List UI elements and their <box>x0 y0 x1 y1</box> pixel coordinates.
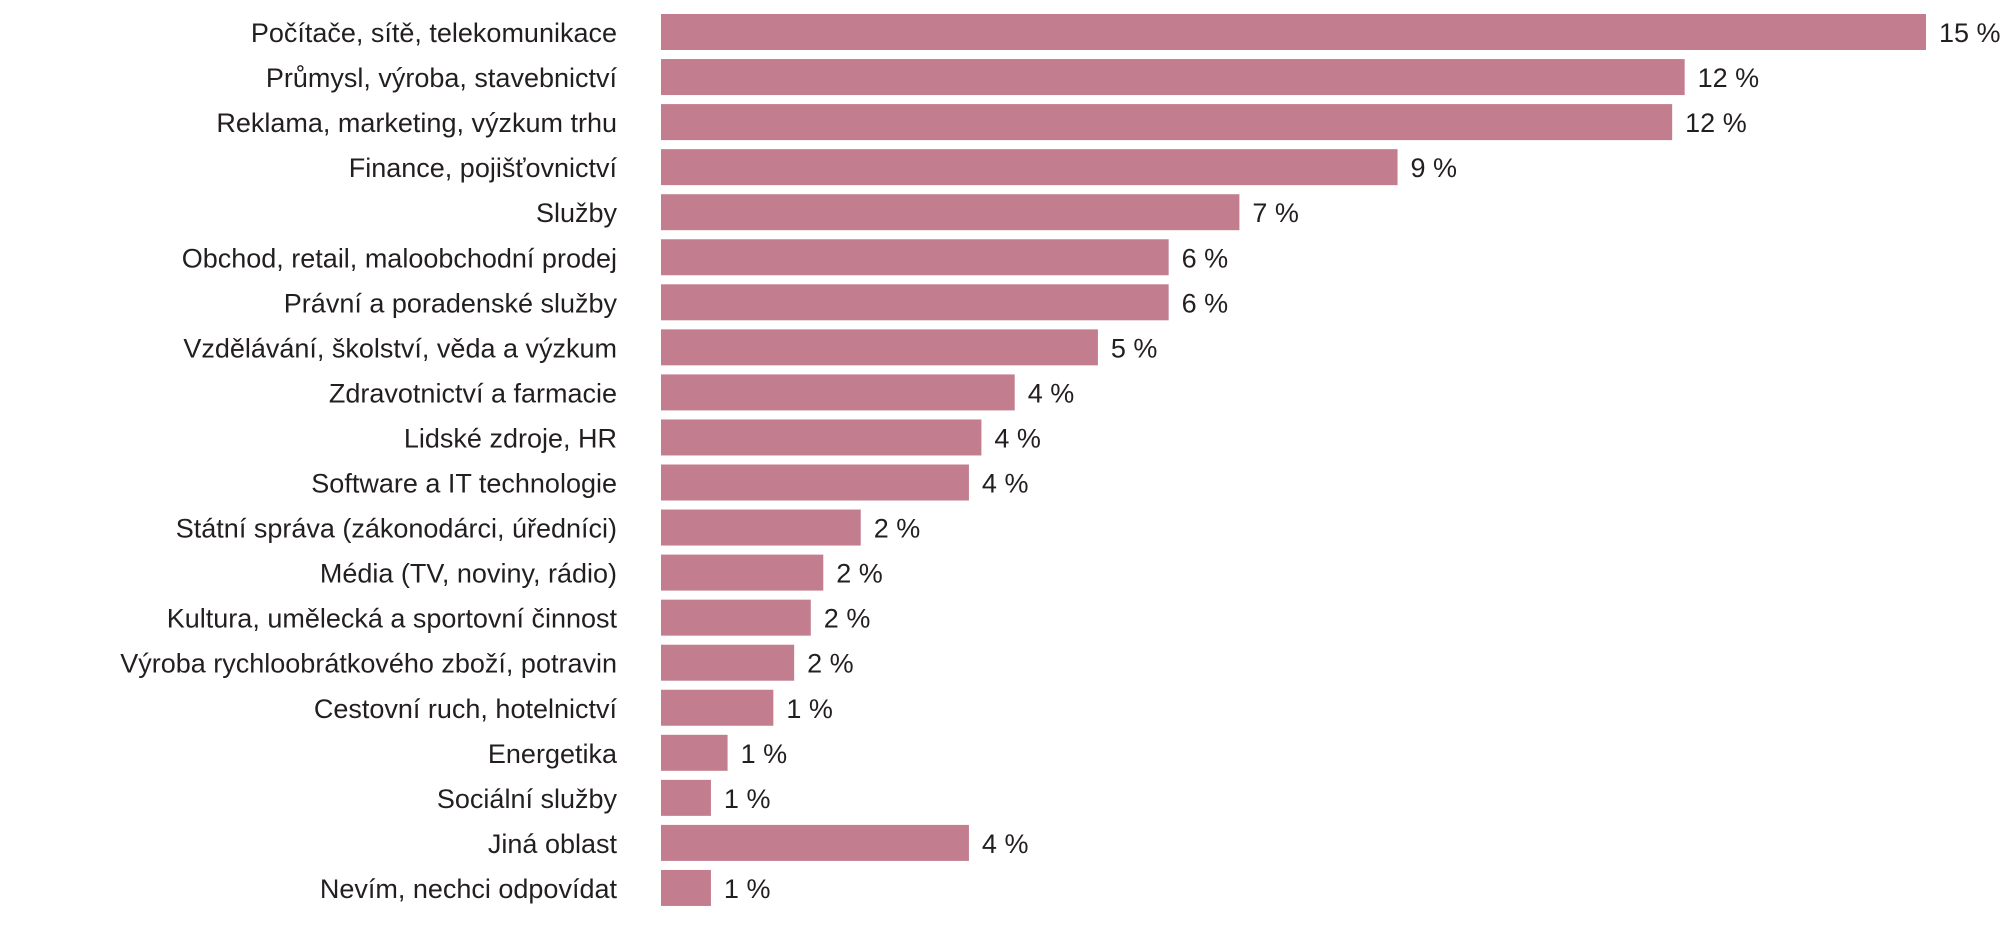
category-label: Právní a poradenské služby <box>284 288 618 318</box>
value-label: 1 % <box>786 694 833 724</box>
value-label: 7 % <box>1252 198 1299 228</box>
value-label: 12 % <box>1685 108 1747 138</box>
category-label: Software a IT technologie <box>311 469 617 499</box>
value-label: 6 % <box>1182 288 1229 318</box>
value-label: 4 % <box>982 469 1029 499</box>
value-labels-group: 15 % 12 % 12 % 9 % 7 % 6 % 6 % 5 % 4 % 4 % 4 % 2 % 2… <box>724 18 2001 904</box>
value-label: 4 % <box>982 829 1029 859</box>
value-label: 1 % <box>741 739 788 769</box>
value-label: 1 % <box>724 874 771 904</box>
category-label: Kultura, umělecká a sportovní činnost <box>167 604 618 634</box>
bar <box>661 284 1169 321</box>
value-label: 6 % <box>1182 243 1229 273</box>
category-label: Počítače, sítě, telekomunikace <box>251 18 617 48</box>
bar <box>661 14 1926 50</box>
bar <box>661 464 969 501</box>
bar <box>661 104 1673 141</box>
value-label: 2 % <box>874 514 921 544</box>
category-label: Státní správa (zákonodárci, úředníci) <box>176 514 617 544</box>
category-label: Obchod, retail, maloobchodní prodej <box>182 243 617 273</box>
category-label: Média (TV, noviny, rádio) <box>320 559 617 589</box>
category-labels-group: Počítače, sítě, telekomunikace Průmysl, v… <box>120 18 618 904</box>
value-label: 12 % <box>1698 63 1760 93</box>
category-label: Vzdělávání, školství, věda a výzkum <box>183 333 617 363</box>
category-label: Sociální služby <box>437 784 618 814</box>
bars-group <box>661 14 1926 906</box>
bar <box>661 149 1398 186</box>
bar <box>661 329 1098 366</box>
bar <box>661 419 982 456</box>
value-label: 2 % <box>807 649 854 679</box>
category-label: Jiná oblast <box>488 829 618 859</box>
value-label: 4 % <box>1028 378 1075 408</box>
category-label: Služby <box>536 198 618 228</box>
category-label: Zdravotnictví a farmacie <box>329 378 617 408</box>
bar <box>661 239 1169 276</box>
category-label: Výroba rychloobrátkového zboží, potravin <box>120 649 617 679</box>
value-label: 5 % <box>1111 333 1158 363</box>
bar <box>661 374 1015 411</box>
value-label: 9 % <box>1411 153 1458 183</box>
bar <box>661 599 811 636</box>
value-label: 2 % <box>824 604 871 634</box>
category-label: Lidské zdroje, HR <box>404 423 617 453</box>
value-label: 15 % <box>1939 18 2001 48</box>
bar <box>661 824 969 861</box>
bar <box>661 59 1685 96</box>
value-label: 4 % <box>994 423 1041 453</box>
bar <box>661 869 711 906</box>
bar <box>661 689 774 726</box>
category-label: Energetika <box>488 739 618 769</box>
value-label: 2 % <box>836 559 883 589</box>
category-label: Nevím, nechci odpovídat <box>320 874 618 904</box>
bar <box>661 509 861 546</box>
category-label: Průmysl, výroba, stavebnictví <box>266 63 618 93</box>
bar <box>661 734 728 771</box>
value-label: 1 % <box>724 784 771 814</box>
bar <box>661 644 795 681</box>
category-label: Finance, pojišťovnictví <box>349 153 618 183</box>
bar <box>661 554 824 591</box>
bar <box>661 194 1240 231</box>
category-label: Reklama, marketing, výzkum trhu <box>216 108 617 138</box>
category-label: Cestovní ruch, hotelnictví <box>314 694 618 724</box>
bar <box>661 779 711 816</box>
